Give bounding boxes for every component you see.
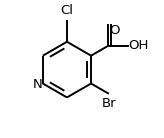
Text: O: O (109, 24, 119, 37)
Text: Br: Br (102, 97, 116, 110)
Text: Cl: Cl (61, 4, 73, 17)
Text: N: N (32, 78, 42, 91)
Text: OH: OH (128, 39, 149, 52)
